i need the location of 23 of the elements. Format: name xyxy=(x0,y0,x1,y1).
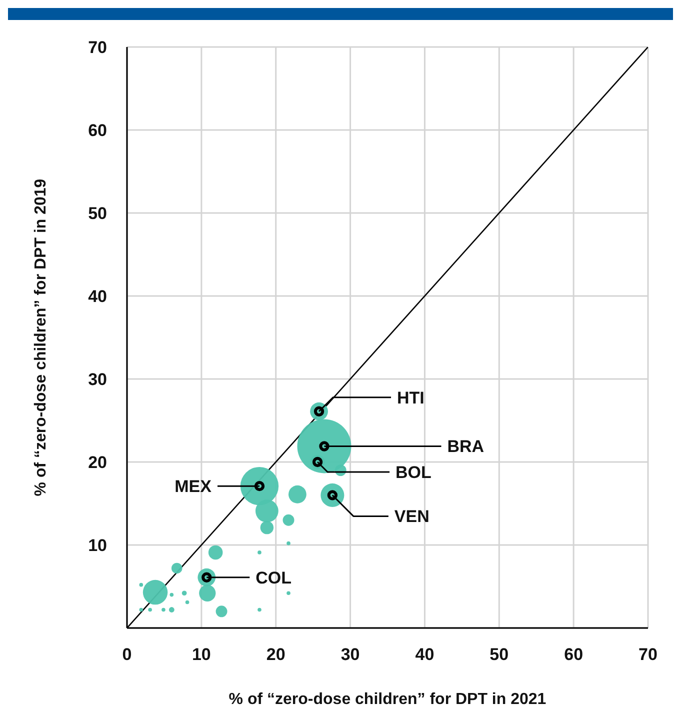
y-axis-title: % of “zero-dose children” for DPT in 2019 xyxy=(32,178,50,496)
y-tick-label: 70 xyxy=(88,38,107,58)
x-tick-label: 70 xyxy=(638,645,658,664)
x-tick-label: 50 xyxy=(490,645,509,664)
x-tick-label: 60 xyxy=(564,645,584,664)
x-axis-title: % of “zero-dose children” for DPT in 2021 xyxy=(228,691,546,708)
x-tick-label: 30 xyxy=(340,645,360,664)
x-tick-label: 10 xyxy=(192,645,211,664)
y-tick-label: 40 xyxy=(88,287,107,306)
y-tick-label: 30 xyxy=(88,370,107,390)
annotation: MEX xyxy=(174,477,212,496)
annotation: BRA xyxy=(447,437,484,456)
annotation: COL xyxy=(256,568,292,588)
x-tick-label: 40 xyxy=(415,645,434,664)
annotation: BOL xyxy=(396,462,432,482)
annotation: VEN xyxy=(394,507,430,526)
annotation: HTI xyxy=(397,388,424,408)
x-tick-label: 20 xyxy=(266,645,286,664)
y-tick-label: 20 xyxy=(88,453,107,472)
x-tick-label: 0 xyxy=(122,645,132,664)
y-tick-label: 60 xyxy=(88,121,107,140)
y-tick-label: 10 xyxy=(88,536,107,556)
y-tick-label: 50 xyxy=(88,204,107,224)
